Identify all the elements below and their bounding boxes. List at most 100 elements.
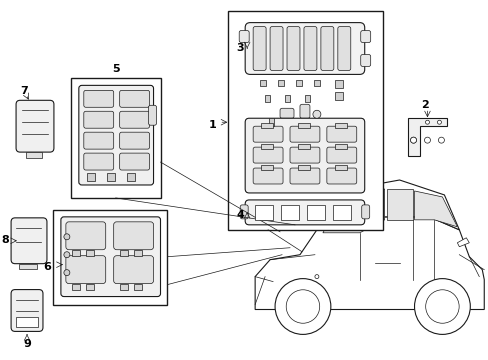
Bar	[16, 318, 38, 328]
Text: 9: 9	[23, 339, 31, 350]
Bar	[261, 144, 272, 149]
Circle shape	[414, 279, 469, 334]
Bar	[334, 80, 342, 88]
FancyBboxPatch shape	[337, 27, 350, 71]
FancyBboxPatch shape	[244, 118, 364, 193]
Polygon shape	[456, 238, 468, 247]
Circle shape	[312, 110, 320, 118]
Text: 7: 7	[20, 86, 28, 96]
Bar	[297, 165, 309, 170]
Circle shape	[64, 252, 70, 258]
FancyBboxPatch shape	[299, 104, 309, 118]
Bar	[228, 11, 382, 230]
FancyBboxPatch shape	[66, 222, 105, 250]
FancyBboxPatch shape	[79, 85, 153, 185]
FancyBboxPatch shape	[83, 153, 113, 170]
Bar	[85, 284, 94, 289]
Polygon shape	[386, 189, 412, 220]
FancyBboxPatch shape	[240, 205, 248, 219]
Circle shape	[425, 120, 428, 124]
FancyBboxPatch shape	[320, 27, 333, 71]
Bar	[53, 210, 167, 305]
Bar	[85, 250, 94, 256]
Bar	[313, 80, 319, 86]
Bar	[120, 250, 127, 256]
Bar	[126, 173, 134, 181]
Circle shape	[314, 275, 318, 279]
Text: 6: 6	[43, 262, 51, 272]
FancyBboxPatch shape	[286, 27, 299, 71]
FancyBboxPatch shape	[83, 111, 113, 128]
Circle shape	[64, 270, 70, 276]
FancyBboxPatch shape	[253, 27, 265, 71]
FancyBboxPatch shape	[16, 100, 54, 152]
Polygon shape	[255, 217, 483, 310]
Bar	[106, 173, 115, 181]
Bar	[261, 165, 272, 170]
Circle shape	[410, 137, 416, 143]
FancyBboxPatch shape	[326, 168, 356, 184]
Text: 4: 4	[236, 210, 244, 220]
Bar	[285, 95, 289, 102]
Bar	[268, 118, 273, 126]
Bar	[306, 205, 324, 220]
FancyBboxPatch shape	[360, 31, 370, 42]
Polygon shape	[322, 189, 384, 233]
Text: 5: 5	[112, 64, 119, 75]
FancyBboxPatch shape	[148, 105, 156, 125]
Bar	[297, 144, 309, 149]
Bar	[264, 95, 269, 102]
FancyBboxPatch shape	[11, 218, 47, 264]
Circle shape	[410, 137, 416, 143]
Polygon shape	[316, 180, 458, 230]
Bar	[334, 92, 342, 100]
FancyBboxPatch shape	[361, 205, 369, 219]
Bar	[71, 78, 160, 198]
Circle shape	[425, 290, 458, 323]
FancyBboxPatch shape	[120, 132, 149, 149]
Bar	[255, 205, 272, 220]
FancyBboxPatch shape	[304, 27, 316, 71]
Bar	[334, 165, 346, 170]
Bar	[297, 123, 309, 128]
FancyBboxPatch shape	[83, 90, 113, 107]
Text: 8: 8	[1, 235, 9, 245]
FancyBboxPatch shape	[269, 27, 283, 71]
Circle shape	[437, 120, 441, 124]
FancyBboxPatch shape	[326, 126, 356, 142]
FancyBboxPatch shape	[120, 153, 149, 170]
FancyBboxPatch shape	[244, 23, 364, 75]
Circle shape	[424, 137, 429, 143]
Bar	[334, 144, 346, 149]
FancyBboxPatch shape	[83, 132, 113, 149]
Polygon shape	[407, 118, 447, 156]
FancyBboxPatch shape	[289, 147, 319, 163]
FancyBboxPatch shape	[253, 126, 283, 142]
FancyBboxPatch shape	[113, 222, 153, 250]
FancyBboxPatch shape	[239, 31, 249, 42]
Bar	[281, 205, 298, 220]
FancyBboxPatch shape	[61, 217, 160, 297]
FancyBboxPatch shape	[289, 126, 319, 142]
FancyBboxPatch shape	[360, 54, 370, 67]
Bar	[332, 205, 350, 220]
Bar	[260, 80, 265, 86]
Circle shape	[438, 137, 444, 143]
FancyBboxPatch shape	[280, 108, 293, 118]
Bar	[133, 284, 142, 289]
Bar	[334, 123, 346, 128]
Bar	[278, 80, 284, 86]
FancyBboxPatch shape	[244, 200, 364, 225]
FancyBboxPatch shape	[120, 90, 149, 107]
FancyBboxPatch shape	[66, 256, 105, 284]
Polygon shape	[414, 191, 456, 227]
Bar	[261, 123, 272, 128]
Bar	[86, 173, 95, 181]
Bar	[120, 284, 127, 289]
FancyBboxPatch shape	[289, 168, 319, 184]
Text: 2: 2	[421, 100, 428, 110]
Circle shape	[285, 290, 319, 323]
Bar	[305, 95, 309, 102]
Circle shape	[275, 279, 330, 334]
Bar	[133, 250, 142, 256]
